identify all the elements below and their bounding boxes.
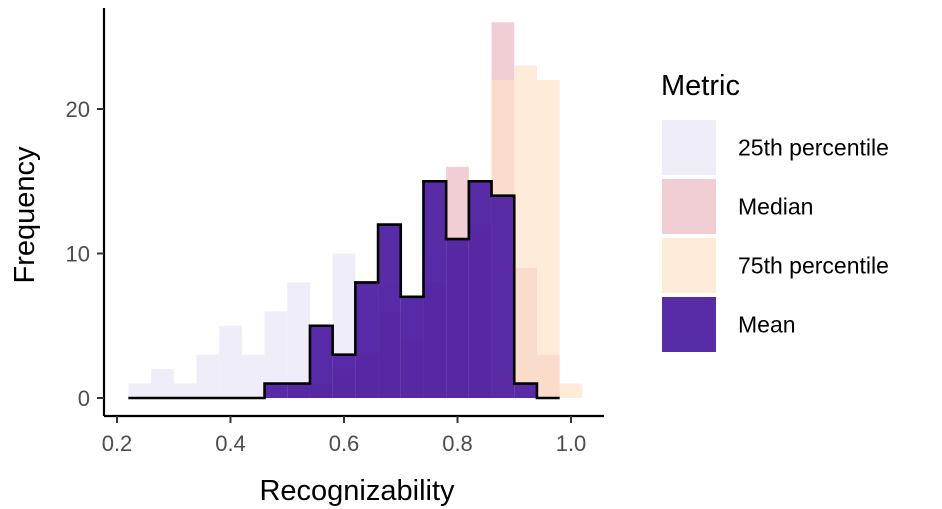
bars-layer: [128, 22, 583, 399]
bar-25th-percentile-5: [241, 354, 265, 398]
y-tick-label-1: 10: [66, 242, 90, 267]
bar-25th-percentile-0: [128, 383, 152, 398]
bar-mean-8: [309, 325, 333, 398]
bar-25th-percentile-6: [264, 311, 288, 398]
bar-25th-percentile-4: [219, 325, 242, 398]
bar-75th-percentile-2: [536, 80, 560, 398]
x-axis-title: Recognizability: [259, 475, 455, 507]
legend-key-median: [662, 179, 716, 234]
y-tick-label-2: 20: [66, 97, 90, 122]
legend-title: Metric: [661, 70, 740, 102]
legend-key-25th-percentile: [662, 120, 716, 175]
bar-mean-10: [355, 282, 379, 398]
legend-label-25th-percentile: 25th percentile: [738, 135, 889, 161]
bar-mean-11: [378, 224, 401, 398]
y-axis-title: Frequency: [9, 146, 41, 284]
bar-mean-13: [423, 181, 447, 398]
x-tick-label-2: 0.6: [329, 431, 360, 456]
bar-mean-17: [514, 383, 537, 398]
legend-label-mean: Mean: [738, 312, 796, 338]
legend: Metric 25th percentile Median 75th percent…: [661, 70, 889, 352]
x-tick-label-1: 0.4: [215, 431, 246, 456]
mean-outline-layer: [128, 179, 560, 400]
bar-mean-16: [491, 195, 515, 398]
legend-key-75th-percentile: [662, 238, 716, 293]
bar-mean-6: [264, 383, 288, 398]
bar-mean-15: [468, 181, 492, 398]
legend-label-median: Median: [738, 194, 813, 220]
bar-75th-percentile-3: [559, 383, 583, 398]
bar-mean-9: [332, 354, 356, 398]
bar-mean-7: [287, 383, 310, 398]
bar-25th-percentile-2: [173, 383, 197, 398]
bar-mean-14: [446, 239, 469, 398]
mean-step-outline: [128, 179, 560, 400]
bar-25th-percentile-7: [287, 282, 310, 398]
y-tick-label-0: 0: [78, 386, 90, 411]
axes-layer: 0.2 0.4 0.6 0.8 1.0 0 10 20: [66, 8, 604, 456]
bar-75th-percentile-1: [514, 65, 537, 399]
bar-25th-percentile-3: [196, 354, 220, 398]
legend-label-75th-percentile: 75th percentile: [738, 253, 889, 279]
x-tick-label-0: 0.2: [102, 431, 133, 456]
bar-mean-12: [400, 296, 424, 398]
x-tick-label-3: 0.8: [442, 431, 473, 456]
legend-key-mean: [662, 297, 716, 352]
bar-25th-percentile-1: [151, 369, 174, 398]
x-tick-label-4: 1.0: [556, 431, 587, 456]
